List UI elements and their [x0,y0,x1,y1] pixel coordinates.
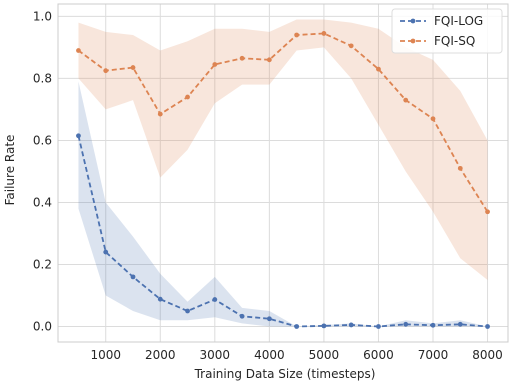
marker [212,297,218,302]
x-tick-label: 8000 [472,348,503,362]
marker [403,321,409,327]
marker [376,66,381,72]
y-tick-label: 0.8 [33,71,52,85]
marker [430,322,436,328]
marker [348,322,354,328]
marker [294,324,300,329]
x-tick-label: 5000 [309,348,340,362]
legend-box [391,8,503,54]
marker [321,323,327,329]
x-tick-label: 3000 [200,348,231,362]
line [77,32,489,213]
marker [239,313,245,319]
marker [76,133,81,139]
marker [403,97,409,103]
marker [266,316,272,322]
y-tick-label: 0.2 [33,257,52,271]
legend-marker [410,38,416,44]
marker [185,308,190,314]
x-tick-label: 7000 [418,348,449,362]
legend-label: FQI-SQ [434,34,475,48]
y-axis-title: Failure Rate [3,135,17,206]
x-tick-label: 2000 [145,348,176,362]
marker [103,249,109,255]
marker [430,116,436,122]
marker [376,324,381,329]
y-tick-label: 0.4 [33,195,52,209]
x-tick-label: 1000 [90,348,121,362]
y-tick-label: 0.0 [33,319,52,333]
confidence-band [78,19,488,280]
marker [485,324,490,329]
marker [157,111,163,117]
marker [457,165,463,171]
marker [212,62,218,67]
marker [130,274,136,280]
marker [485,209,490,215]
plot-frame [57,3,509,343]
marker [76,48,81,53]
marker [294,32,300,38]
x-axis-title: Training Data Size (timesteps) [194,367,376,381]
confidence-band [78,81,488,327]
marker [321,31,327,36]
marker [457,321,463,327]
x-tick-label: 4000 [254,348,285,362]
marker [157,296,163,302]
marker [103,68,109,74]
marker [185,94,190,100]
x-tick-label: 6000 [363,348,394,362]
line [77,135,488,328]
marker [266,57,272,63]
legend-label: FQI-LOG [434,14,483,28]
marker [239,55,245,61]
legend-marker [410,18,416,24]
y-tick-label: 1.0 [33,9,52,23]
marker [348,43,354,49]
marker [130,65,136,70]
y-tick-label: 0.6 [33,133,52,147]
legend: FQI-LOG FQI-SQ [391,8,503,54]
